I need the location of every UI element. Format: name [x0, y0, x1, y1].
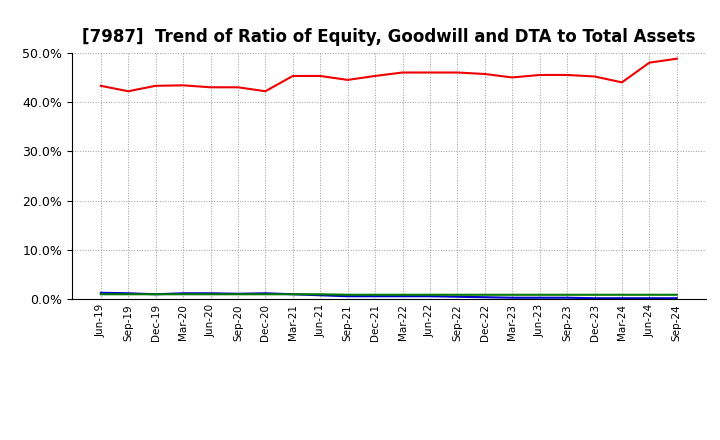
Goodwill: [536, 295, 544, 301]
Deferred Tax Assets: [151, 292, 160, 297]
Goodwill: [124, 291, 132, 296]
Goodwill: [645, 296, 654, 301]
Goodwill: [672, 296, 681, 301]
Equity: [508, 75, 516, 80]
Equity: [233, 84, 242, 90]
Equity: [124, 88, 132, 94]
Equity: [618, 80, 626, 85]
Equity: [563, 72, 572, 77]
Goodwill: [206, 291, 215, 296]
Equity: [316, 73, 325, 79]
Equity: [590, 74, 599, 79]
Deferred Tax Assets: [316, 292, 325, 297]
Equity: [426, 70, 434, 75]
Equity: [151, 83, 160, 88]
Deferred Tax Assets: [206, 292, 215, 297]
Deferred Tax Assets: [398, 292, 407, 297]
Goodwill: [233, 291, 242, 297]
Deferred Tax Assets: [426, 292, 434, 297]
Deferred Tax Assets: [618, 292, 626, 297]
Deferred Tax Assets: [645, 292, 654, 297]
Line: Goodwill: Goodwill: [101, 293, 677, 298]
Line: Equity: Equity: [101, 59, 677, 91]
Equity: [289, 73, 297, 79]
Goodwill: [96, 290, 105, 295]
Equity: [672, 56, 681, 61]
Deferred Tax Assets: [590, 292, 599, 297]
Equity: [96, 83, 105, 88]
Goodwill: [398, 293, 407, 299]
Goodwill: [563, 295, 572, 301]
Goodwill: [508, 295, 516, 301]
Deferred Tax Assets: [343, 292, 352, 297]
Deferred Tax Assets: [261, 292, 270, 297]
Goodwill: [371, 293, 379, 299]
Equity: [480, 71, 489, 77]
Equity: [179, 83, 187, 88]
Deferred Tax Assets: [289, 292, 297, 297]
Goodwill: [151, 292, 160, 297]
Equity: [645, 60, 654, 65]
Deferred Tax Assets: [453, 292, 462, 297]
Goodwill: [590, 296, 599, 301]
Deferred Tax Assets: [536, 292, 544, 297]
Deferred Tax Assets: [672, 292, 681, 297]
Goodwill: [426, 293, 434, 299]
Title: [7987]  Trend of Ratio of Equity, Goodwill and DTA to Total Assets: [7987] Trend of Ratio of Equity, Goodwil…: [82, 28, 696, 46]
Deferred Tax Assets: [480, 292, 489, 297]
Deferred Tax Assets: [179, 292, 187, 297]
Goodwill: [316, 293, 325, 298]
Goodwill: [289, 292, 297, 297]
Goodwill: [261, 291, 270, 296]
Deferred Tax Assets: [124, 292, 132, 297]
Equity: [261, 88, 270, 94]
Deferred Tax Assets: [563, 292, 572, 297]
Equity: [206, 84, 215, 90]
Deferred Tax Assets: [96, 292, 105, 297]
Equity: [536, 72, 544, 77]
Equity: [343, 77, 352, 83]
Deferred Tax Assets: [233, 292, 242, 297]
Equity: [453, 70, 462, 75]
Goodwill: [453, 294, 462, 299]
Deferred Tax Assets: [508, 292, 516, 297]
Line: Deferred Tax Assets: Deferred Tax Assets: [101, 294, 677, 295]
Goodwill: [618, 296, 626, 301]
Equity: [371, 73, 379, 79]
Goodwill: [480, 295, 489, 300]
Equity: [398, 70, 407, 75]
Goodwill: [179, 291, 187, 296]
Goodwill: [343, 293, 352, 299]
Deferred Tax Assets: [371, 292, 379, 297]
